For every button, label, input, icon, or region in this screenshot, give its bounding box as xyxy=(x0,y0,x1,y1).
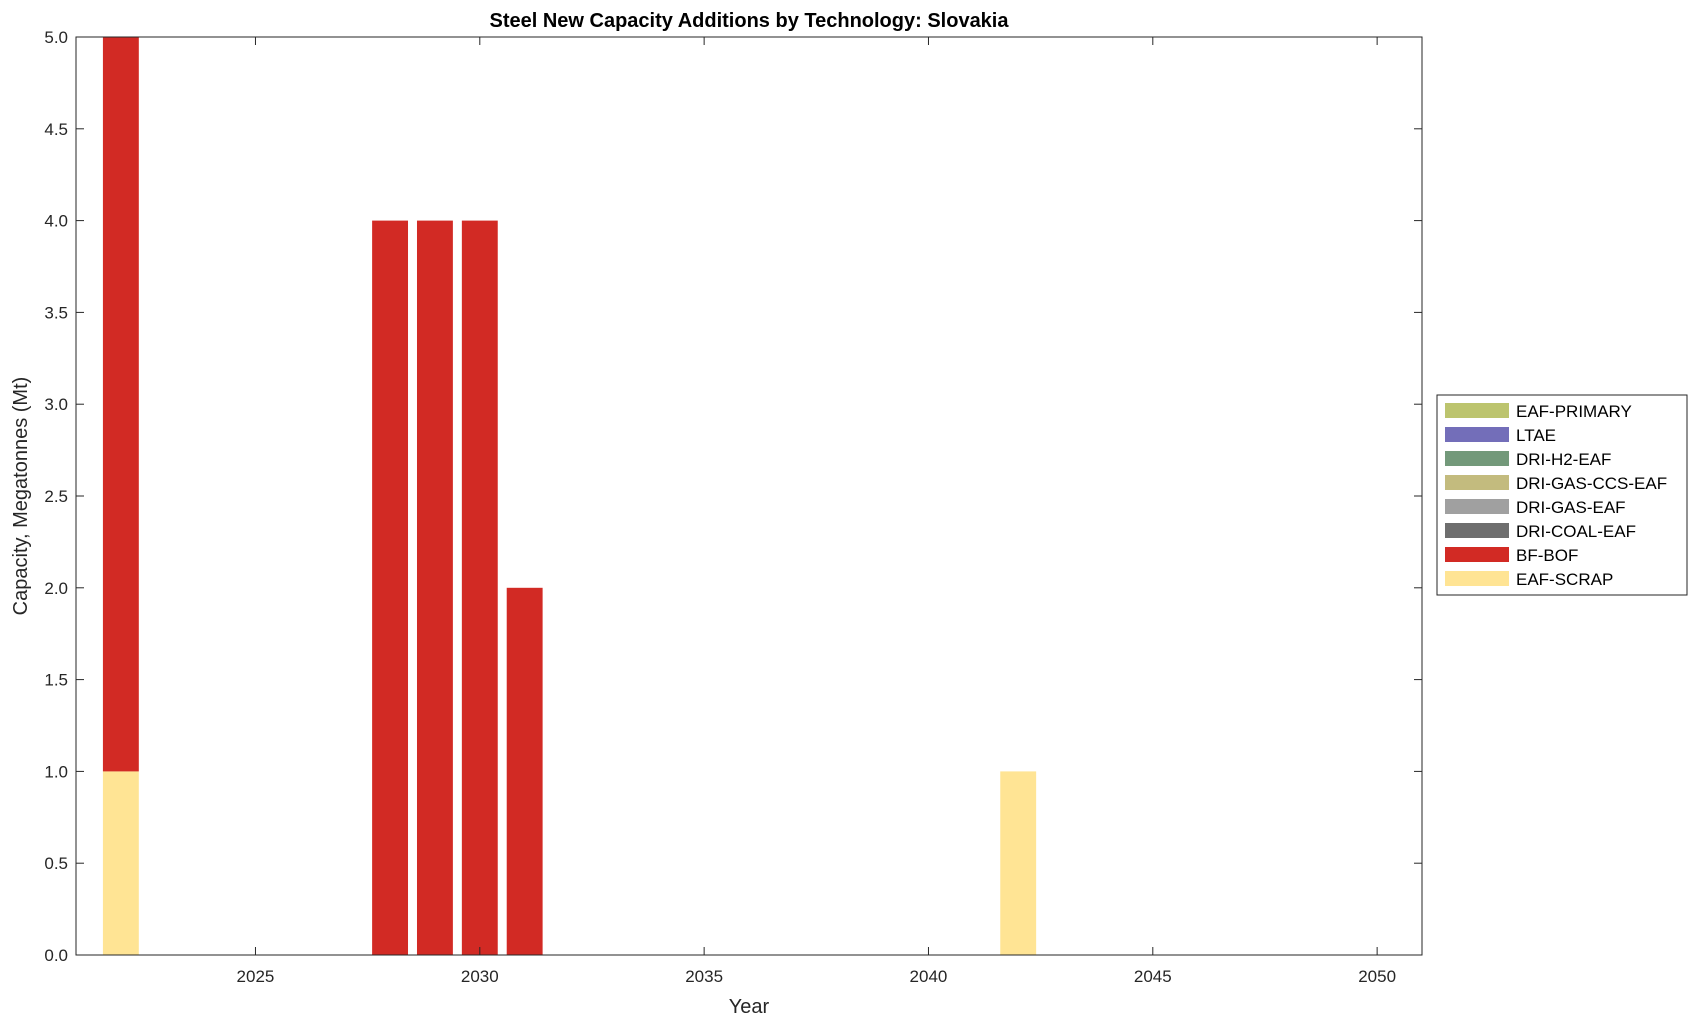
legend-label-eaf-scrap: EAF-SCRAP xyxy=(1516,570,1613,589)
y-tick-label: 4.0 xyxy=(44,212,68,231)
x-tick-label: 2040 xyxy=(910,967,948,986)
legend-swatch-bf-bof xyxy=(1445,547,1509,562)
legend-swatch-eaf-scrap xyxy=(1445,571,1509,586)
bars-layer xyxy=(102,37,1037,956)
y-axis-label: Capacity, Megatonnes (Mt) xyxy=(10,377,32,616)
legend-swatch-dri-coal-eaf xyxy=(1445,523,1509,538)
ticks-layer: 0.0 0.5 1.0 1.5 2.0 2.5 3.0 3.5 4.0 4.5 5.0 2025 203… xyxy=(44,28,1422,986)
bar-bf-bof-2030 xyxy=(461,220,498,956)
legend-swatch-eaf-primary xyxy=(1445,403,1509,418)
legend-label-dri-gas-eaf: DRI-GAS-EAF xyxy=(1516,498,1626,517)
legend-label-ltae: LTAE xyxy=(1516,426,1556,445)
x-tick-label: 2045 xyxy=(1134,967,1172,986)
y-tick-label: 3.5 xyxy=(44,303,68,322)
y-tick-label: 0.0 xyxy=(44,946,68,965)
legend-label-dri-gas-ccs-eaf: DRI-GAS-CCS-EAF xyxy=(1516,474,1667,493)
y-tick-label: 1.5 xyxy=(44,671,68,690)
bar-eaf-scrap-2022 xyxy=(102,771,139,955)
y-tick-label: 4.5 xyxy=(44,120,68,139)
x-axis-label: Year xyxy=(729,996,770,1018)
y-tick-label: 3.0 xyxy=(44,395,68,414)
bar-bf-bof-2029 xyxy=(416,220,453,956)
x-tick-label: 2050 xyxy=(1358,967,1396,986)
legend-swatch-ltae xyxy=(1445,427,1509,442)
legend-swatch-dri-gas-ccs-eaf xyxy=(1445,475,1509,490)
x-tick-label: 2025 xyxy=(237,967,275,986)
legend: EAF-PRIMARY LTAE DRI-H2-EAF DRI-GAS-CCS-EAF… xyxy=(1436,394,1688,596)
legend-label-dri-h2-eaf: DRI-H2-EAF xyxy=(1516,450,1611,469)
chart-title: Steel New Capacity Additions by Technolo… xyxy=(489,10,1009,32)
legend-label-bf-bof: BF-BOF xyxy=(1516,546,1578,565)
bar-bf-bof-2022 xyxy=(102,37,139,772)
legend-box xyxy=(1436,394,1688,596)
x-tick-label: 2035 xyxy=(685,967,723,986)
y-tick-label: 2.0 xyxy=(44,579,68,598)
legend-label-eaf-primary: EAF-PRIMARY xyxy=(1516,402,1632,421)
y-tick-label: 1.0 xyxy=(44,762,68,781)
bar-bf-bof-2031 xyxy=(506,587,543,955)
bar-bf-bof-2028 xyxy=(372,220,409,956)
legend-swatch-dri-gas-eaf xyxy=(1445,499,1509,514)
bar-eaf-scrap-2042 xyxy=(1000,771,1037,955)
y-tick-label: 5.0 xyxy=(44,28,68,47)
legend-label-dri-coal-eaf: DRI-COAL-EAF xyxy=(1516,522,1636,541)
y-tick-label: 2.5 xyxy=(44,487,68,506)
legend-swatch-dri-h2-eaf xyxy=(1445,451,1509,466)
y-tick-label: 0.5 xyxy=(44,854,68,873)
plot-frame xyxy=(75,36,1423,956)
x-tick-label: 2030 xyxy=(461,967,499,986)
